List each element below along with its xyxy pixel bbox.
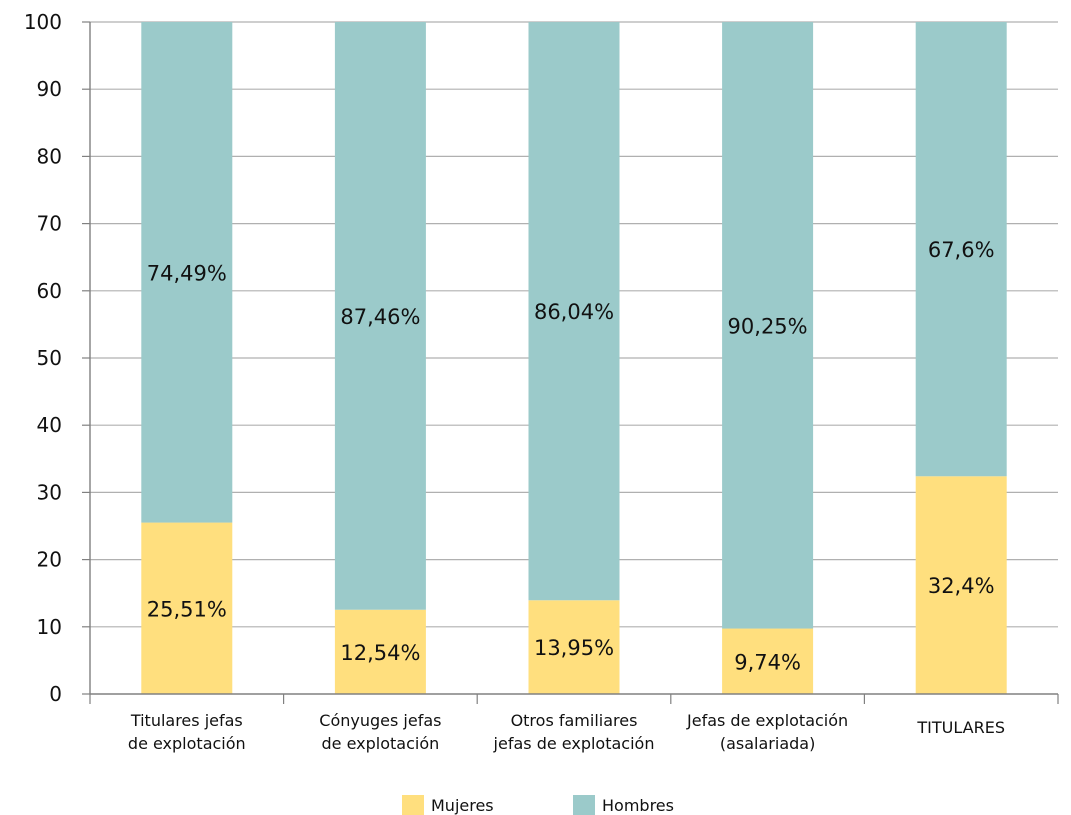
data-label-hombres: 74,49% — [147, 261, 227, 285]
data-label-hombres: 90,25% — [728, 314, 808, 338]
bar-hombres — [528, 22, 620, 601]
legend-swatch — [402, 795, 424, 815]
bar-hombres — [141, 22, 233, 523]
y-tick-label: 60 — [37, 279, 62, 303]
bar-mujeres — [141, 522, 233, 694]
x-tick-label: (asalariada) — [720, 734, 815, 753]
x-tick-label: de explotación — [128, 734, 246, 753]
data-label-hombres: 87,46% — [340, 305, 420, 329]
y-axis-ticks: 0 10 20 30 40 50 60 70 80 90 100 — [24, 10, 62, 706]
bars — [141, 22, 1007, 694]
y-tick-label: 40 — [37, 413, 62, 437]
y-tick-label: 100 — [24, 10, 62, 34]
y-tick-label: 10 — [37, 615, 62, 639]
y-tick-label: 80 — [37, 144, 62, 168]
x-tick-label: Cónyuges jefas — [319, 711, 441, 730]
bar-mujeres — [334, 609, 426, 694]
data-label-mujeres: 32,4% — [928, 574, 995, 598]
legend-label: Hombres — [602, 796, 674, 815]
x-tick-label: Titulares jefas — [130, 711, 243, 730]
y-tick-label: 20 — [37, 548, 62, 572]
legend: Mujeres Hombres — [402, 795, 674, 815]
x-tick-label: de explotación — [322, 734, 440, 753]
y-tick-label: 0 — [49, 682, 62, 706]
legend-label: Mujeres — [431, 796, 494, 815]
x-tick-label: TITULARES — [916, 718, 1005, 737]
bar-hombres — [334, 22, 426, 610]
bar-mujeres — [915, 476, 1007, 694]
y-tick-label: 90 — [37, 77, 62, 101]
y-tick-label: 30 — [37, 480, 62, 504]
bar-mujeres — [528, 600, 620, 694]
data-labels: 25,51% 74,49% 12,54% 87,46% 13,95% 86,04% 9,74… — [147, 238, 995, 674]
bar-mujeres — [722, 628, 814, 694]
legend-swatch — [573, 795, 595, 815]
y-tick-label: 50 — [37, 346, 62, 370]
bar-hombres — [722, 22, 814, 629]
x-tick-label: jefas de explotación — [493, 734, 655, 753]
data-label-hombres: 67,6% — [928, 238, 995, 262]
x-axis-ticks: Titulares jefas de explotación Cónyuges je… — [128, 711, 1005, 753]
x-tick-label: Otros familiares — [511, 711, 638, 730]
y-tick-label: 70 — [37, 212, 62, 236]
data-label-hombres: 86,04% — [534, 300, 614, 324]
x-tick-label: Jefas de explotación — [686, 711, 848, 730]
data-label-mujeres: 25,51% — [147, 597, 227, 621]
data-label-mujeres: 12,54% — [340, 641, 420, 665]
axes — [82, 21, 1059, 704]
data-label-mujeres: 9,74% — [734, 650, 801, 674]
data-label-mujeres: 13,95% — [534, 636, 614, 660]
bar-hombres — [915, 22, 1007, 477]
